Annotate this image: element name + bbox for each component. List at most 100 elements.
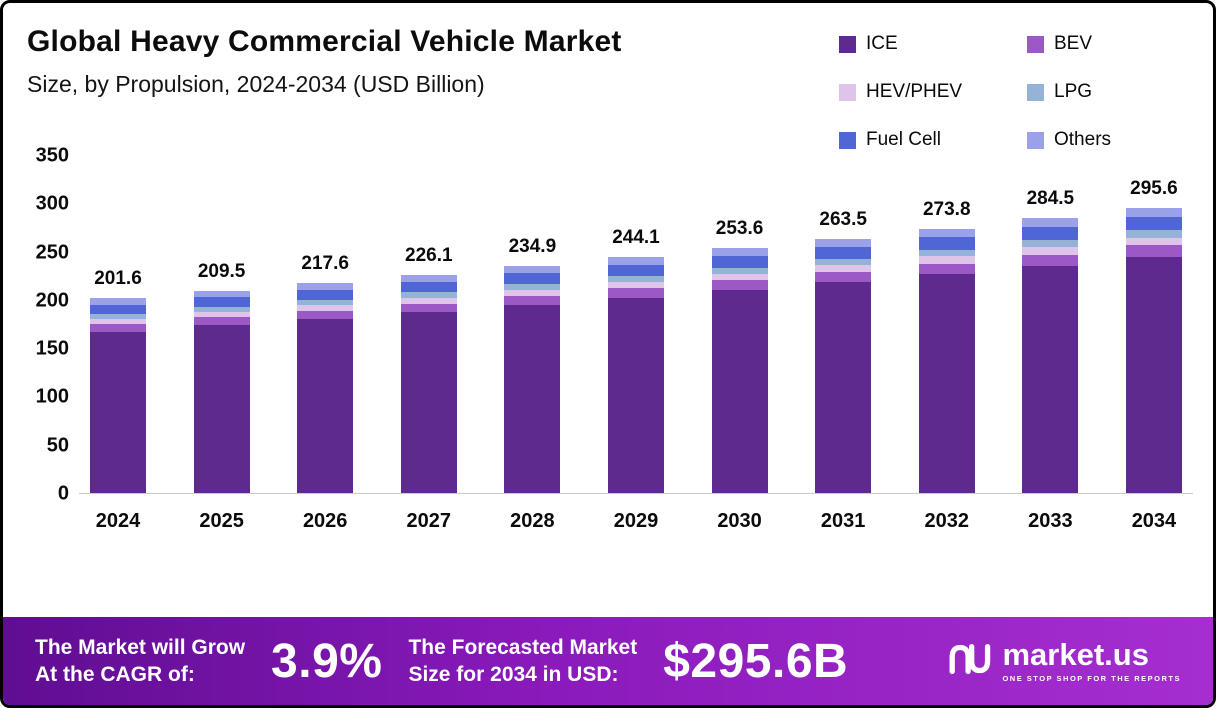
cagr-label-line2: At the CAGR of: (35, 663, 195, 686)
bar-column-2031: 263.5 (812, 209, 874, 493)
bar-segment-bev (918, 263, 975, 275)
bar-segment-fuel-cell (815, 246, 872, 259)
bar-segment-ice (504, 305, 561, 493)
bar-segment-hev-phev (193, 311, 250, 318)
bar-segment-ice (1125, 256, 1182, 493)
x-tick-label: 2029 (613, 510, 659, 532)
x-tick-label: 2027 (406, 510, 452, 532)
bar-segment-lpg (504, 284, 561, 291)
bar-segment-bev (1125, 245, 1182, 257)
bar-segment-others (504, 266, 561, 274)
bar-total-label: 201.6 (94, 268, 142, 290)
bar-segment-bev (193, 317, 250, 326)
bar-stack (711, 248, 768, 493)
bar-total-label: 226.1 (405, 244, 453, 266)
x-tick-label: 2032 (924, 510, 970, 532)
bar-segment-bev (90, 324, 146, 332)
legend-swatch (1027, 83, 1044, 101)
bar-total-label: 253.6 (715, 218, 764, 240)
bar-segment-others (297, 282, 354, 290)
bar-total-label: 284.5 (1026, 188, 1075, 210)
bar-column-2034: 295.6 (1123, 178, 1185, 493)
bar-total-label: 273.8 (922, 198, 971, 220)
x-tick-label: 2025 (199, 510, 244, 532)
bar-segment-others (815, 238, 872, 247)
cagr-value: 3.9% (271, 634, 383, 688)
bar-segment-bev (504, 296, 561, 306)
bar-segment-hev-phev (607, 281, 664, 289)
legend-item-others: Others (1027, 129, 1167, 151)
bar-total-label: 295.6 (1130, 177, 1178, 199)
forecast-label-line2: Size for 2034 in USD: (408, 663, 619, 686)
legend-item-bev: BEV (1027, 33, 1167, 55)
legend-swatch (1027, 35, 1044, 53)
cagr-label: The Market will Grow At the CAGR of: (35, 634, 245, 689)
legend-label: HEV/PHEV (866, 81, 963, 102)
legend-label: Others (1054, 129, 1112, 150)
y-axis: 0 50 100 150 200 250 300 350 (21, 145, 79, 505)
legend-swatch (1027, 131, 1044, 149)
bar-segment-ice (297, 319, 354, 493)
bar-segment-lpg (1022, 240, 1079, 248)
x-tick-label: 2024 (95, 510, 141, 532)
legend-swatch (839, 83, 856, 101)
footer-banner: The Market will Grow At the CAGR of: 3.9… (3, 617, 1213, 705)
bar-column-2032: 273.8 (916, 199, 978, 493)
bar-stack (504, 266, 561, 493)
y-tick-label: 250 (35, 241, 69, 264)
legend-swatch (839, 35, 856, 53)
page-title: Global Heavy Commercial Vehicle Market (27, 25, 622, 58)
bar-segment-others (1022, 218, 1079, 228)
forecast-label: The Forecasted Market Size for 2034 in U… (408, 634, 637, 689)
page-subtitle: Size, by Propulsion, 2024-2034 (USD Bill… (27, 71, 485, 97)
chart-section: 0 50 100 150 200 250 300 350 201.6 209.5 217.6 226… (3, 98, 1213, 617)
x-tick-label: 2034 (1131, 510, 1177, 532)
bar-segment-lpg (400, 292, 457, 298)
bar-stack (400, 274, 457, 493)
bar-segment-ice (711, 290, 768, 493)
y-tick-label: 200 (35, 289, 69, 312)
bar-segment-hev-phev (400, 297, 457, 304)
bar-column-2030: 253.6 (709, 218, 771, 493)
x-tick-label: 2028 (510, 510, 555, 532)
bar-total-label: 217.6 (301, 252, 349, 274)
market-us-logo-icon (946, 642, 992, 681)
bar-segment-others (90, 298, 146, 305)
bar-stack (90, 298, 146, 493)
x-tick-label: 2031 (820, 510, 866, 532)
bar-column-2027: 226.1 (398, 245, 460, 493)
bar-segment-bev (297, 310, 354, 319)
bar-stack (1022, 218, 1079, 493)
y-tick-label: 50 (46, 434, 69, 457)
chart-header: Global Heavy Commercial Vehicle Market S… (3, 3, 1213, 150)
bar-total-label: 234.9 (508, 236, 557, 258)
bar-segment-fuel-cell (607, 264, 664, 277)
legend-item-hev-phev: HEV/PHEV (839, 81, 1017, 103)
bar-segment-ice (1022, 265, 1079, 493)
bar-segment-others (711, 248, 768, 256)
bar-segment-ice (918, 274, 975, 493)
bar-segment-ice (815, 282, 872, 493)
bar-segment-lpg (607, 276, 664, 282)
bar-column-2028: 234.9 (501, 236, 563, 493)
bar-segment-hev-phev (918, 256, 975, 264)
x-axis-labels: 2024 2025 2026 2027 2028 2029 2030 2031 2032 2033… (79, 510, 1193, 533)
bar-column-2024: 201.6 (87, 268, 149, 493)
forecast-label-line1: The Forecasted Market (408, 635, 638, 659)
legend: ICE BEV HEV/PHEV LPG Fuel Cell Others (839, 33, 1167, 151)
bar-segment-ice (607, 297, 664, 493)
bar-segment-bev (1022, 254, 1079, 266)
legend-item-lpg: LPG (1027, 81, 1167, 103)
bar-segment-others (1125, 207, 1182, 217)
legend-label: BEV (1054, 33, 1093, 54)
x-tick-label: 2030 (717, 510, 762, 532)
bar-segment-others (400, 274, 457, 282)
bar-segment-bev (607, 288, 664, 298)
bar-segment-hev-phev (504, 290, 561, 297)
bar-stack (297, 282, 354, 493)
cagr-label-line1: The Market will Grow (35, 635, 246, 659)
legend-label: LPG (1054, 81, 1093, 102)
bar-segment-bev (711, 280, 768, 291)
bar-segment-fuel-cell (400, 281, 457, 293)
bar-total-label: 263.5 (819, 208, 867, 230)
